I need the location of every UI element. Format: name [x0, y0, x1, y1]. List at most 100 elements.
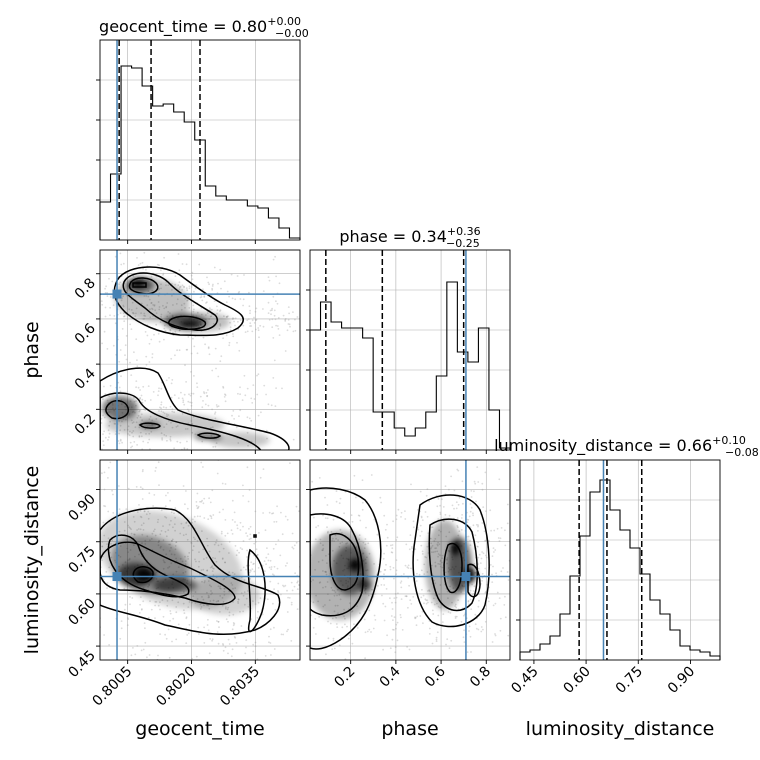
sample-point-87	[185, 287, 188, 290]
sample-point-355	[48, 632, 50, 634]
sample-point-830	[404, 564, 407, 567]
sample-point-188	[368, 704, 370, 706]
sample-point-438	[291, 589, 294, 592]
sample-point-439	[272, 500, 274, 502]
sample-point-873	[104, 393, 107, 395]
sample-point-714	[304, 427, 306, 429]
sample-point-562	[136, 359, 138, 361]
truth-markers	[100, 250, 300, 450]
sample-point-638	[444, 513, 447, 516]
sample-point-524	[270, 568, 273, 571]
sample-point-721	[426, 515, 429, 518]
sample-point-148	[337, 665, 339, 667]
sample-point-453	[68, 410, 70, 412]
axes-frame-lumdist-vs-phase	[309, 459, 511, 661]
sample-point-500	[185, 642, 188, 644]
sample-point-802	[392, 619, 394, 621]
title-luminosity-distance-sub: −0.08	[725, 446, 759, 459]
sample-point-721	[217, 375, 220, 378]
sample-point-67	[326, 504, 329, 506]
sample-point-350	[305, 545, 307, 547]
sample-point-927	[103, 416, 106, 419]
sample-point-374	[173, 512, 175, 515]
sample-point-185	[249, 571, 251, 574]
sample-point-842	[301, 616, 303, 618]
sample-point-682	[63, 415, 65, 417]
sample-point-843	[250, 618, 253, 620]
sample-point-237	[376, 533, 379, 536]
sample-point-830	[196, 515, 199, 518]
sample-point-865	[118, 432, 120, 435]
sample-point-306	[92, 561, 94, 563]
sample-point-781	[284, 584, 287, 587]
sample-point-403	[391, 628, 394, 631]
sample-point-464	[127, 618, 130, 620]
sample-point-453	[238, 551, 241, 554]
sample-point-559	[111, 489, 113, 492]
sample-point-590	[183, 447, 186, 449]
sample-point-831	[114, 433, 117, 435]
sample-point-54	[225, 334, 228, 337]
sample-point-817	[276, 325, 279, 327]
sample-point-106	[284, 350, 287, 352]
sample-point-410	[435, 640, 438, 643]
sample-point-176	[273, 245, 275, 247]
sample-point-238	[427, 590, 429, 592]
sample-point-478	[469, 635, 472, 638]
sample-point-322	[236, 247, 238, 249]
sample-point-832	[254, 645, 257, 648]
sample-point-762	[246, 556, 248, 558]
sample-point-671	[492, 604, 495, 607]
sample-point-487	[209, 638, 212, 640]
sample-point-895	[139, 397, 141, 400]
sample-point-23	[106, 348, 109, 350]
sample-point-816	[437, 518, 440, 520]
sample-point-778	[231, 318, 234, 320]
sample-point-762	[277, 328, 280, 330]
sample-point-518	[467, 600, 470, 602]
sample-point-374	[302, 593, 304, 595]
xlabel-geocent-time: geocent_time	[135, 718, 264, 740]
sample-point-201	[391, 551, 394, 554]
sample-point-711	[420, 544, 423, 547]
sample-point-693	[427, 601, 429, 604]
sample-point-358	[26, 316, 28, 318]
sample-point-35	[386, 536, 389, 539]
sample-point-812	[454, 617, 457, 619]
sample-point-310	[235, 524, 237, 526]
sample-point-860	[436, 631, 439, 634]
sample-point-472	[292, 438, 295, 441]
sample-point-571	[481, 488, 484, 491]
sample-point-939	[136, 444, 139, 446]
sample-point-95	[141, 498, 144, 500]
sample-point-735	[273, 574, 275, 577]
sample-point-493	[69, 395, 71, 397]
sample-point-679	[119, 390, 122, 393]
ylabel-phase: phase	[21, 321, 43, 378]
sample-point-686	[92, 592, 94, 594]
sample-point-741	[289, 325, 291, 328]
sample-point-638	[85, 581, 87, 583]
sample-point-432	[329, 622, 332, 625]
sample-point-261	[239, 298, 242, 300]
title-phase: phase = 0.34+0.36	[339, 225, 480, 246]
sample-point-786	[269, 309, 272, 312]
sample-point-65	[253, 562, 255, 565]
sample-point-946	[119, 439, 122, 442]
sample-point-360	[178, 329, 181, 332]
sample-point-653	[139, 596, 142, 598]
sample-point-785	[174, 330, 177, 333]
sample-point-529	[195, 504, 198, 507]
sample-point-228	[129, 323, 132, 326]
sample-point-151	[301, 611, 303, 613]
sample-point-147	[367, 542, 370, 545]
sample-point-641	[2, 405, 4, 407]
sample-point-80	[152, 505, 155, 507]
sample-point-129	[383, 573, 385, 576]
sample-point-2	[393, 616, 396, 618]
sample-point-354	[133, 351, 135, 354]
sample-point-751	[274, 318, 277, 321]
sample-point-334	[114, 322, 117, 325]
sample-point-547	[80, 491, 82, 493]
sample-point-267	[409, 599, 412, 602]
